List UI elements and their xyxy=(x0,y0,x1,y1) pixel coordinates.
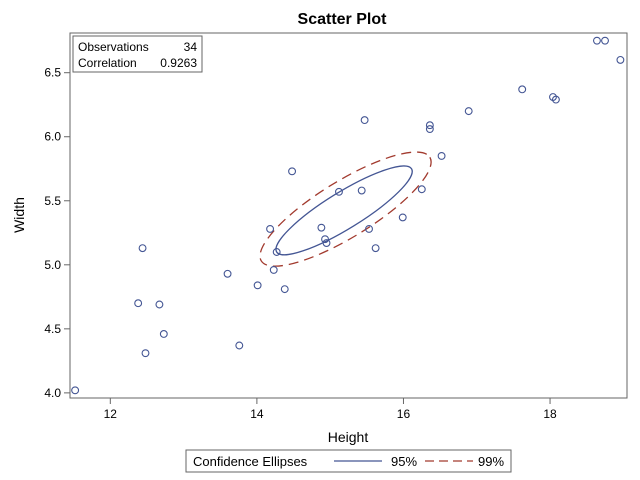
scatter-point xyxy=(601,36,609,45)
scatter-point xyxy=(425,125,434,134)
scatter-point xyxy=(235,341,244,350)
scatter-point xyxy=(335,187,343,196)
y-tick-label: 6.5 xyxy=(44,66,61,80)
scatter-point xyxy=(266,224,275,233)
x-tick-label: 14 xyxy=(250,407,264,421)
scatter-point xyxy=(272,248,281,256)
x-axis-label: Height xyxy=(328,429,369,445)
x-axis: 12 14 16 18 xyxy=(104,398,557,421)
scatter-point xyxy=(398,213,407,222)
x-tick-label: 18 xyxy=(543,407,557,421)
scatter-point xyxy=(138,244,147,253)
confidence-ellipse-99 xyxy=(259,151,432,267)
legend-label-95: 95% xyxy=(391,454,417,469)
stat-correlation-label: Correlation xyxy=(78,56,137,70)
scatter-point xyxy=(321,235,329,244)
y-axis-label: Width xyxy=(11,197,27,233)
y-axis: 4.0 4.5 5.0 5.5 6.0 6.5 xyxy=(44,66,70,400)
scatter-point xyxy=(371,244,380,253)
x-tick-label: 12 xyxy=(104,407,118,421)
scatter-point xyxy=(322,239,331,247)
y-tick-label: 5.0 xyxy=(44,258,61,272)
y-tick-label: 4.0 xyxy=(44,386,61,400)
scatter-point xyxy=(437,151,446,160)
scatter-point xyxy=(417,185,426,194)
y-tick-label: 4.5 xyxy=(44,322,61,336)
x-tick-label: 16 xyxy=(397,407,411,421)
scatter-point xyxy=(288,167,297,176)
scatter-point xyxy=(425,121,434,130)
y-tick-label: 5.5 xyxy=(44,194,61,208)
scatter-point xyxy=(464,107,473,116)
stat-observations-label: Observations xyxy=(78,40,149,54)
confidence-ellipses xyxy=(259,151,432,267)
confidence-ellipse-95 xyxy=(275,165,413,256)
scatter-point xyxy=(269,265,278,274)
legend: Confidence Ellipses 95% 99% xyxy=(185,449,512,473)
scatter-point xyxy=(159,330,168,338)
scatter-point xyxy=(357,186,366,195)
scatter-points xyxy=(71,36,625,395)
scatter-point xyxy=(134,299,143,308)
scatter-point xyxy=(593,36,601,45)
scatter-point xyxy=(141,349,150,358)
scatter-point xyxy=(280,285,289,294)
legend-label-99: 99% xyxy=(478,454,504,469)
chart-title: Scatter Plot xyxy=(298,11,388,28)
scatter-point xyxy=(518,85,527,94)
stat-observations-value: 34 xyxy=(184,40,198,54)
stat-correlation-value: 0.9263 xyxy=(160,56,197,70)
stats-box: Observations 34 Correlation 0.9263 xyxy=(72,35,203,73)
scatter-point xyxy=(616,55,625,64)
scatter-point xyxy=(155,300,164,309)
scatter-point xyxy=(317,223,326,232)
plot-area xyxy=(69,32,628,399)
scatter-point xyxy=(551,95,560,104)
scatter-point xyxy=(360,116,369,125)
scatter-point xyxy=(365,224,373,233)
legend-title: Confidence Ellipses xyxy=(193,454,308,469)
scatter-point xyxy=(223,269,232,278)
scatter-point xyxy=(253,281,262,290)
stats-box-frame xyxy=(72,35,203,73)
y-tick-label: 6.0 xyxy=(44,130,61,144)
scatter-point xyxy=(71,386,80,395)
